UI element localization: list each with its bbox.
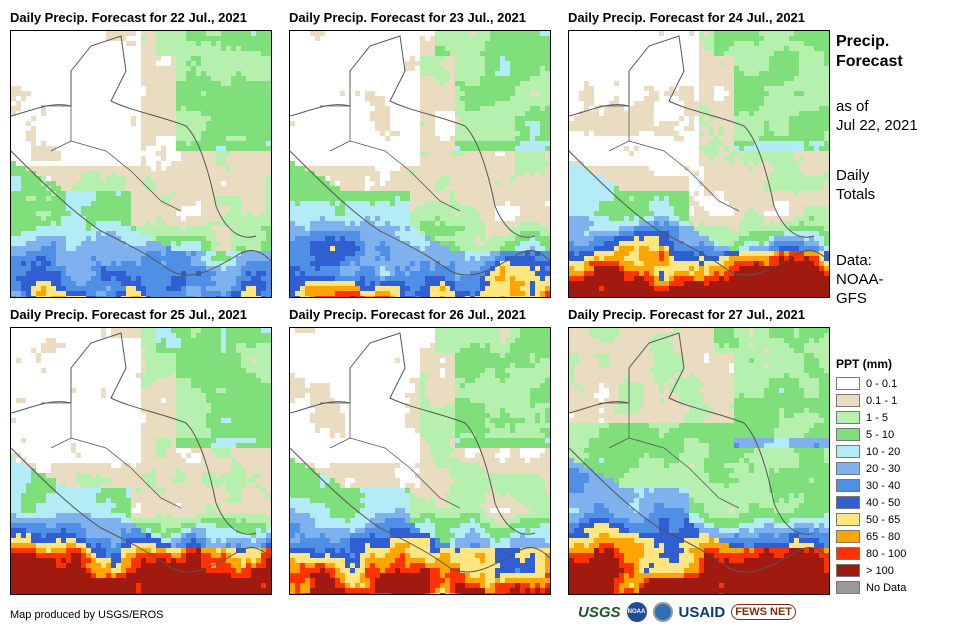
legend-item: 10 - 20 [836,443,906,460]
usaid-logo: USAID [678,603,726,621]
legend-label: 80 - 100 [866,547,907,560]
forecast-map-5 [289,327,551,595]
usgs-logo: USGS [578,603,621,621]
legend-swatch [836,411,860,424]
legend-label: 0.1 - 1 [866,394,898,407]
legend-item: 50 - 65 [836,511,906,528]
precip-raster-3 [569,31,829,297]
legend-item: 65 - 80 [836,528,906,545]
legend-item: 0 - 0.1 [836,375,906,392]
precip-raster-2 [290,31,550,297]
legend-item: 0.1 - 1 [836,392,906,409]
panel-title-5: Daily Precip. Forecast for 26 Jul., 2021 [289,307,527,322]
coastline [11,35,271,276]
precip-raster-4 [11,328,271,594]
sidebar-totals: Daily Totals [836,166,875,204]
legend-label: 1 - 5 [866,411,889,424]
forecast-map-3 [568,30,830,298]
seal-icon [652,602,673,622]
precip-raster-6 [569,328,829,594]
legend-swatch [836,564,860,577]
legend-label: 10 - 20 [866,445,901,458]
legend-swatch [836,394,860,407]
sidebar-title-line1: Precip. [836,33,890,50]
panel-title-3: Daily Precip. Forecast for 24 Jul., 2021 [568,10,806,25]
map-credit: Map produced by USGS/EROS [10,609,164,621]
legend-label: > 100 [866,564,894,577]
legend-item: 30 - 40 [836,477,906,494]
legend-swatch [836,377,860,390]
sidebar-data-line3: GFS [836,290,867,307]
legend-title: PPT (mm) [836,357,893,371]
country-borders [320,402,461,509]
legend-label: 30 - 40 [866,479,901,492]
legend-item: 5 - 10 [836,426,906,443]
sidebar-asof-line1: as of [836,98,869,115]
forecast-map-6 [568,327,830,595]
coastline [11,332,271,573]
country-borders [599,105,740,212]
panel-title-6: Daily Precip. Forecast for 27 Jul., 2021 [568,307,806,322]
legend-item: 1 - 5 [836,409,906,426]
legend-label: 40 - 50 [866,496,901,509]
panel-title-1: Daily Precip. Forecast for 22 Jul., 2021 [10,10,248,25]
legend-item: 40 - 50 [836,494,906,511]
panel-title-2: Daily Precip. Forecast for 23 Jul., 2021 [289,10,527,25]
legend-swatch [836,530,860,543]
coastline [290,35,550,276]
legend-item: > 100 [836,562,906,579]
sidebar-title-line2: Forecast [836,53,903,70]
precip-raster-1 [11,31,271,297]
legend-swatch [836,479,860,492]
legend-item: 80 - 100 [836,545,906,562]
sidebar-data-line2: NOAA- [836,271,884,288]
sidebar-data-source: Data: NOAA- GFS [836,251,884,308]
legend-label: 20 - 30 [866,462,901,475]
sidebar-totals-line2: Totals [836,186,876,203]
sidebar-asof: as of Jul 22, 2021 [836,97,918,135]
precip-raster-5 [290,328,550,594]
legend-swatch [836,547,860,560]
legend-label: 65 - 80 [866,530,901,543]
panel-title-4: Daily Precip. Forecast for 25 Jul., 2021 [10,307,248,322]
legend-swatch [836,513,860,526]
legend-item: No Data [836,579,906,596]
legend-label: 0 - 0.1 [866,377,898,390]
country-borders [599,402,740,509]
legend-swatch [836,581,860,594]
forecast-map-4 [10,327,272,595]
legend-swatch [836,445,860,458]
country-borders [41,105,182,212]
coastline [569,35,829,276]
legend-rows: 0 - 0.1 0.1 - 1 1 - 5 5 - 10 10 - 20 20 - 30 3… [836,375,906,596]
legend-label: 5 - 10 [866,428,895,441]
country-borders [320,105,461,212]
forecast-map-1 [10,30,272,298]
legend: PPT (mm) 0 - 0.1 0.1 - 1 1 - 5 5 - 10 10 - 2… [836,357,906,596]
legend-swatch [836,428,860,441]
sidebar-asof-line2: Jul 22, 2021 [836,117,918,134]
sidebar-data-line1: Data: [836,252,872,269]
noaa-logo: NOAA [626,602,647,622]
coastline [290,332,550,573]
coastline [569,332,829,573]
legend-swatch [836,462,860,475]
legend-item: 20 - 30 [836,460,906,477]
forecast-map-2 [289,30,551,298]
legend-swatch [836,496,860,509]
legend-label: 50 - 65 [866,513,901,526]
sidebar-totals-line1: Daily [836,167,870,184]
sidebar-title: Precip. Forecast [836,32,903,72]
legend-label: No Data [866,581,907,594]
agency-logos: USGS NOAA USAID FEWS NET [578,602,797,622]
fews-net-logo: FEWS NET [731,604,797,620]
country-borders [41,402,182,509]
